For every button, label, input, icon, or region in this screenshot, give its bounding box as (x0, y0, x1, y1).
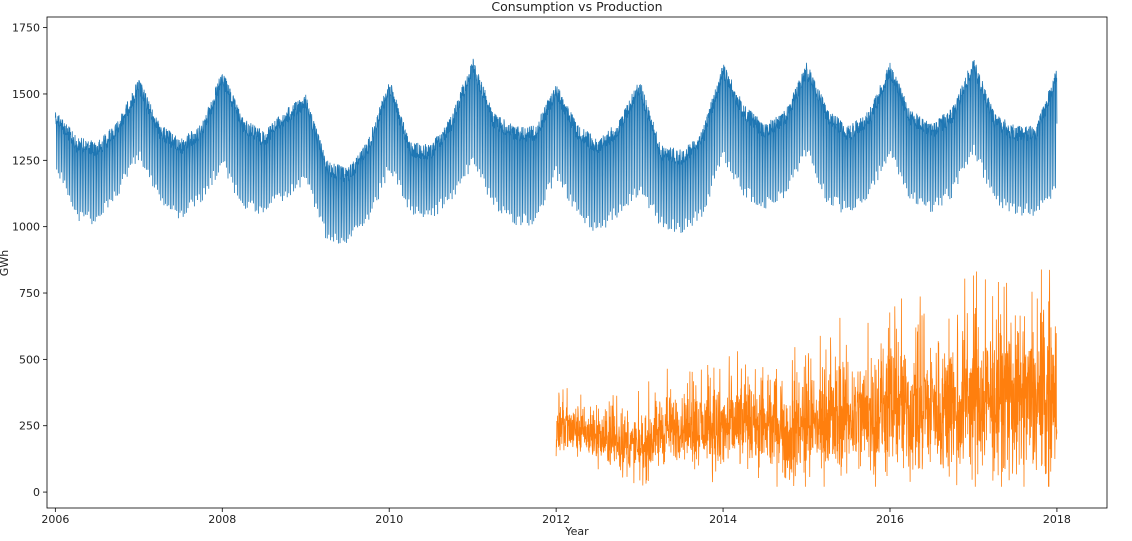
y-axis-label: GWh (0, 250, 11, 276)
x-axis-label: Year (564, 525, 589, 538)
x-tick-label: 2016 (876, 513, 904, 526)
y-tick-label: 0 (33, 486, 40, 499)
series-line-consumption (54, 58, 1058, 244)
y-tick-label: 500 (19, 353, 40, 366)
y-tick-label: 1000 (12, 221, 40, 234)
x-tick-label: 2014 (709, 513, 737, 526)
x-axis: 2006 2008 2010 2012 2014 2016 2018 (41, 508, 1071, 526)
x-tick-label: 2006 (41, 513, 69, 526)
series-line-production (555, 269, 1058, 487)
y-tick-label: 1250 (12, 154, 40, 167)
y-tick-label: 1750 (12, 22, 40, 35)
y-axis: 0 250 500 750 1000 1250 1500 1750 (12, 22, 47, 499)
chart-title: Consumption vs Production (491, 0, 662, 14)
x-tick-label: 2018 (1043, 513, 1071, 526)
x-tick-label: 2010 (375, 513, 403, 526)
y-tick-label: 1500 (12, 88, 40, 101)
y-tick-label: 250 (19, 420, 40, 433)
plot-layer (54, 58, 1058, 487)
x-tick-label: 2012 (542, 513, 570, 526)
y-tick-label: 750 (19, 287, 40, 300)
x-tick-label: 2008 (208, 513, 236, 526)
plot-frame (46, 16, 1108, 509)
